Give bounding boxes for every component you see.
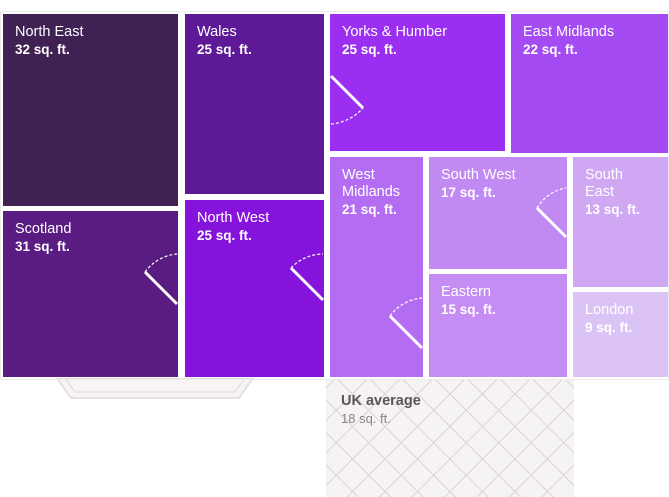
room-north-east: North East 32 sq. ft.: [3, 14, 178, 206]
room-label: Wales 25 sq. ft.: [197, 24, 252, 58]
room-name: Scotland: [15, 221, 72, 237]
room-label: North East 32 sq. ft.: [15, 24, 84, 58]
uk-average-area: UK average 18 sq. ft.: [326, 379, 574, 497]
room-value: 22 sq. ft.: [523, 42, 578, 57]
room-label: Yorks & Humber 25 sq. ft.: [342, 24, 447, 58]
room-name: North East: [15, 24, 84, 40]
room-name: Yorks & Humber: [342, 24, 448, 40]
room-label: South West 17 sq. ft.: [441, 167, 516, 201]
room-wales: Wales 25 sq. ft.: [185, 14, 324, 194]
uk-average-value: 18 sq. ft.: [341, 411, 391, 426]
room-name: North West: [197, 210, 270, 226]
room-label: West Midlands 21 sq. ft.: [342, 167, 422, 218]
room-value: 25 sq. ft.: [197, 42, 252, 57]
room-label: South East 13 sq. ft.: [585, 167, 645, 218]
room-name: East Midlands: [523, 24, 615, 40]
room-label: Scotland 31 sq. ft.: [15, 221, 71, 255]
room-name: London: [585, 302, 634, 318]
room-value: 13 sq. ft.: [585, 202, 640, 217]
room-name: Eastern: [441, 284, 491, 300]
room-north-west: North West 25 sq. ft.: [185, 200, 324, 377]
room-south-west: South West 17 sq. ft.: [429, 157, 567, 269]
uk-average-name: UK average: [341, 393, 421, 409]
room-label: North West 25 sq. ft.: [197, 210, 269, 244]
room-label: Eastern 15 sq. ft.: [441, 284, 496, 318]
room-value: 9 sq. ft.: [585, 320, 633, 335]
room-value: 17 sq. ft.: [441, 185, 496, 200]
room-label: London 9 sq. ft.: [585, 302, 633, 336]
room-name: West Midlands: [342, 167, 401, 200]
bay-window: [55, 377, 255, 400]
room-eastern: Eastern 15 sq. ft.: [429, 274, 567, 377]
room-label: East Midlands 22 sq. ft.: [523, 24, 614, 58]
room-value: 21 sq. ft.: [342, 202, 397, 217]
room-value: 25 sq. ft.: [197, 228, 252, 243]
room-yorks-humber: Yorks & Humber 25 sq. ft.: [330, 14, 505, 151]
room-name: South West: [441, 167, 516, 183]
room-west-midlands: West Midlands 21 sq. ft.: [330, 157, 423, 377]
room-value: 15 sq. ft.: [441, 302, 496, 317]
room-south-east: South East 13 sq. ft.: [573, 157, 669, 287]
room-london: London 9 sq. ft.: [573, 292, 669, 377]
uk-average-label: UK average 18 sq. ft.: [341, 393, 421, 427]
room-scotland: Scotland 31 sq. ft.: [3, 211, 178, 377]
room-value: 25 sq. ft.: [342, 42, 397, 57]
room-name: Wales: [197, 24, 237, 40]
room-east-midlands: East Midlands 22 sq. ft.: [511, 14, 669, 153]
room-value: 31 sq. ft.: [15, 239, 70, 254]
room-name: South East: [585, 167, 623, 200]
room-value: 32 sq. ft.: [15, 42, 70, 57]
bay-window-outline: [55, 377, 255, 399]
